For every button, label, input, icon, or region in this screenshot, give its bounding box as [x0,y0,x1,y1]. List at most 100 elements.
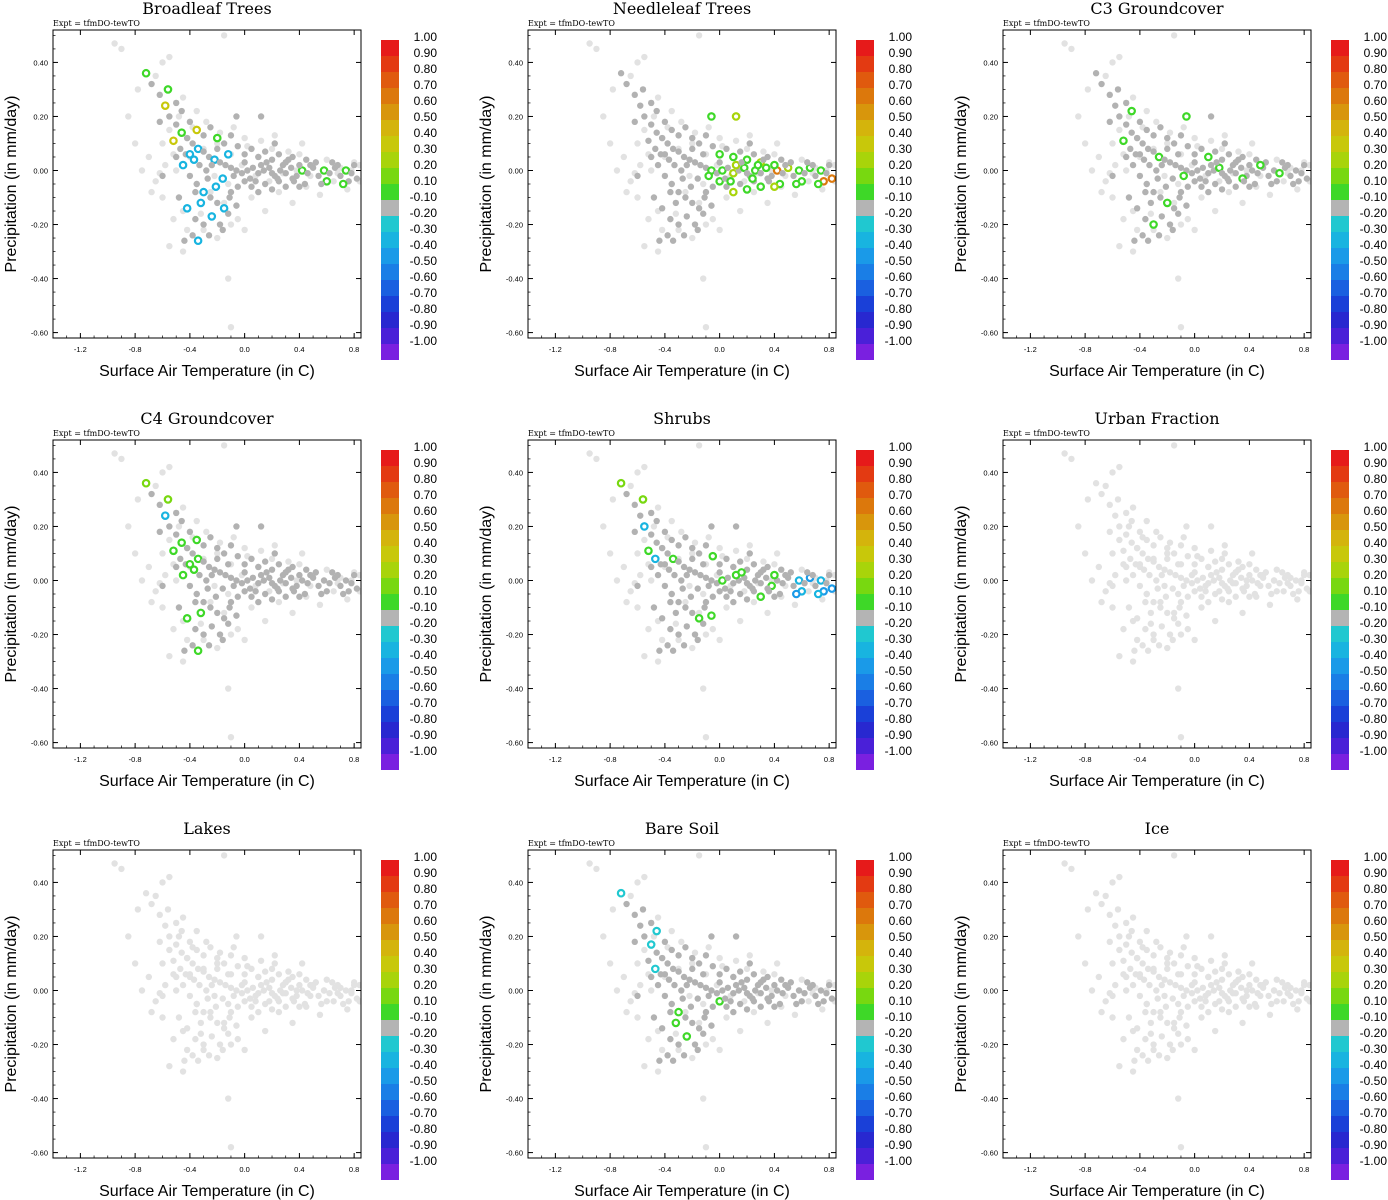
data-point [1154,995,1161,1002]
colorbar-swatch [856,956,874,972]
data-point [218,174,228,183]
colorbar-swatch [1331,956,1349,972]
colorbar-label: -0.70 [410,1106,438,1120]
y-tick-label: -0.60 [31,739,48,748]
data-point [1196,175,1204,182]
data-point [257,933,265,940]
colorbar-label: -0.10 [410,600,438,614]
y-tick-label: -0.60 [31,329,48,338]
data-point [1143,590,1150,598]
data-point [1139,550,1146,557]
data-point [166,873,173,881]
data-point [689,544,696,552]
data-point [1150,968,1157,975]
data-point [238,579,246,587]
colorbar-swatch [381,498,399,514]
data-point [1164,134,1171,142]
y-tick-label: -0.40 [31,685,48,694]
data-point [196,608,206,618]
data-point [695,442,703,449]
colorbar-swatch [1331,56,1349,72]
data-point [702,574,710,581]
data-point [687,593,695,600]
data-point [1161,976,1168,983]
data-point [831,571,836,579]
y-tick-label: 0.40 [33,468,48,477]
data-point [1162,593,1170,600]
data-point [765,178,773,185]
data-point [1184,1035,1192,1043]
data-point [1170,442,1178,449]
data-point [675,148,682,155]
data-point [1155,232,1163,239]
data-point [779,989,786,997]
data-point [1175,275,1182,282]
experiment-label: Expt = tfmDO-tewTO [53,429,140,438]
data-point [645,215,652,223]
data-point [1298,169,1305,177]
colorbar-swatch [381,200,399,216]
data-point [645,625,652,633]
data-point [1246,971,1253,978]
data-point [668,1000,675,1008]
data-point [1150,148,1157,155]
data-point [189,1052,196,1059]
data-point [1136,582,1144,590]
colorbar-label: 0.60 [1364,504,1388,518]
data-point [268,965,276,973]
data-point [1158,213,1165,220]
data-point [268,145,276,153]
colorbar-label: 0.10 [414,174,438,188]
colorbar-swatch [856,754,874,770]
data-point [819,186,826,193]
data-point [193,554,203,564]
data-point [623,80,630,88]
data-point [819,1006,826,1013]
colorbar-label: -0.30 [885,632,913,646]
colorbar-label: -0.60 [410,270,438,284]
data-point [613,987,621,994]
data-point [179,1068,187,1075]
data-point [1188,579,1196,587]
data-point [225,1000,232,1008]
colorbar-swatch [1331,184,1349,200]
data-point [736,558,744,565]
data-point [163,85,173,94]
data-point [189,565,199,574]
data-point [233,523,240,530]
data-point [1248,167,1256,174]
data-point [1120,625,1127,633]
colorbar-label: -1.00 [1360,744,1388,758]
data-point [757,579,764,587]
data-point [178,107,185,115]
data-point [593,455,600,463]
x-tick-label: -0.4 [183,345,196,354]
colorbar-label: 0.30 [889,962,913,976]
data-point [746,132,753,139]
data-point [241,971,248,978]
data-point [709,183,716,190]
x-tick-label: -1.2 [549,755,562,764]
data-point [268,555,276,563]
data-point [773,140,781,147]
colorbar-label: -0.20 [1360,616,1388,630]
data-point [831,161,836,169]
data-point [1207,933,1215,940]
data-point [329,979,336,986]
data-point [1175,561,1182,568]
data-point [1084,496,1092,503]
data-point [680,153,688,161]
data-point [723,183,730,190]
data-point [779,169,786,177]
data-point [241,151,248,158]
colorbar-swatch [381,482,399,498]
data-point [225,971,232,978]
data-point [1169,226,1176,234]
data-point [1290,180,1297,188]
data-point [241,954,248,962]
colorbar-swatch [856,610,874,626]
data-point [322,176,332,186]
data-point [350,981,358,989]
data-point [296,593,303,600]
data-point [700,1095,707,1102]
